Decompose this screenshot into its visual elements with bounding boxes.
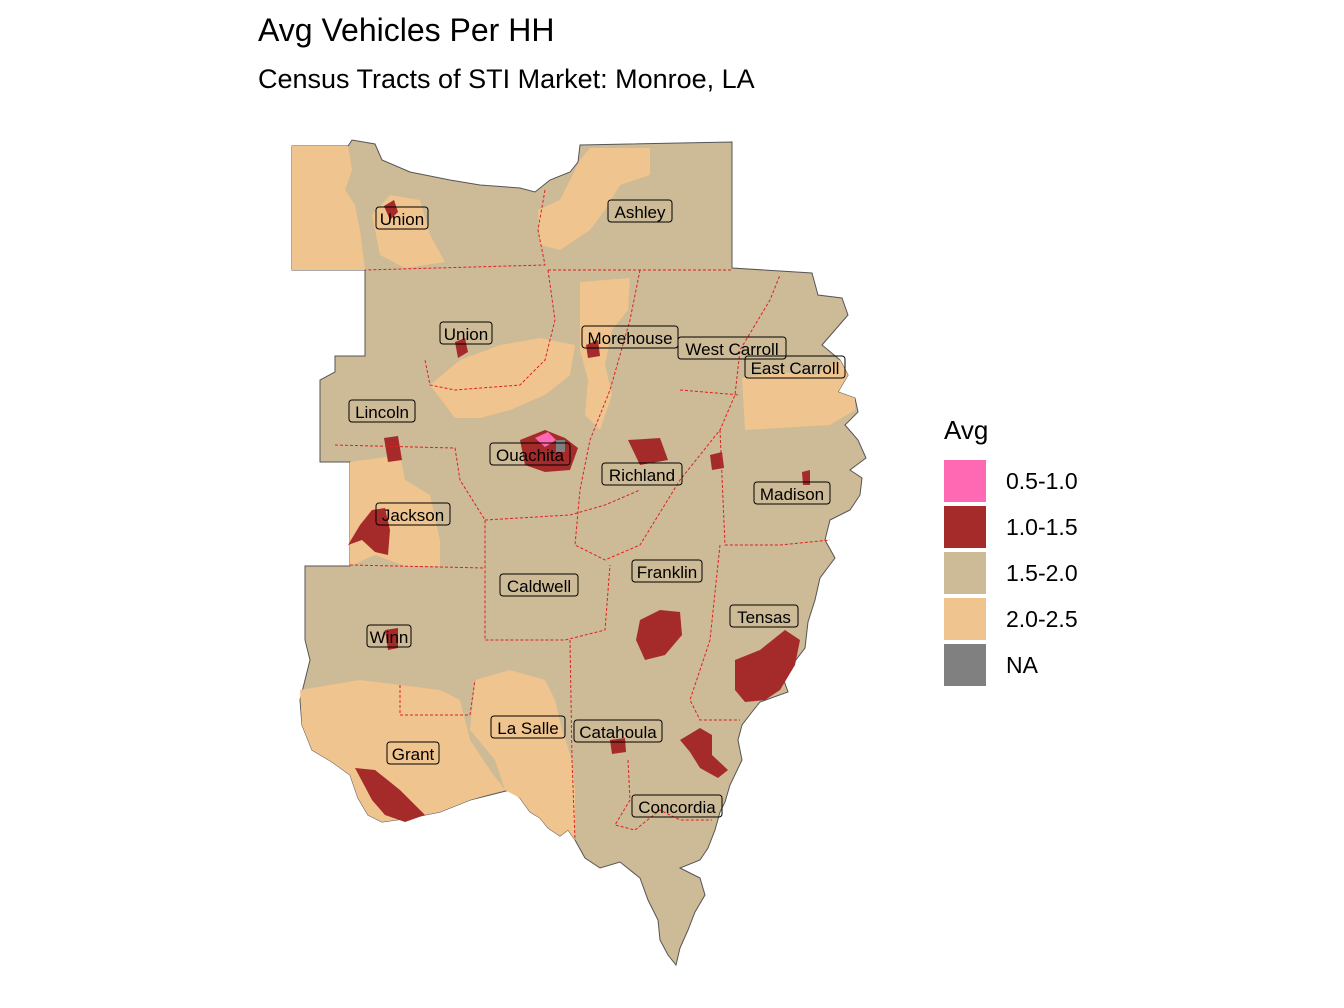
county-boundaries	[334, 189, 831, 841]
legend-swatch	[944, 460, 986, 502]
svg-text:Union: Union	[444, 325, 488, 344]
county-label-richland: Richland	[601, 462, 683, 486]
county-labels: Union Ashley Union Morehouse West Carrol…	[348, 199, 846, 818]
svg-text:Lincoln: Lincoln	[355, 403, 409, 422]
legend-label: 0.5-1.0	[1006, 467, 1078, 494]
county-label-caldwell: Caldwell	[499, 573, 579, 597]
legend-item: 1.0-1.5	[944, 504, 1078, 550]
legend-label: 1.0-1.5	[1006, 513, 1078, 540]
legend-item: NA	[944, 642, 1078, 688]
legend-item: 1.5-2.0	[944, 550, 1078, 596]
svg-text:Ouachita: Ouachita	[496, 446, 565, 465]
class-1-0-1-5-areas	[348, 200, 810, 822]
svg-text:Jackson: Jackson	[382, 506, 444, 525]
legend-swatch	[944, 644, 986, 686]
svg-text:East Carroll: East Carroll	[751, 359, 840, 378]
county-label-madison: Madison	[753, 481, 831, 505]
county-label-franklin: Franklin	[631, 559, 703, 583]
svg-text:Franklin: Franklin	[637, 563, 697, 582]
county-label-east-carroll: East Carroll	[744, 355, 846, 379]
county-label-concordia: Concordia	[631, 794, 723, 818]
legend-label: 2.0-2.5	[1006, 605, 1078, 632]
county-label-union: Union	[439, 321, 493, 345]
svg-text:Tensas: Tensas	[737, 608, 791, 627]
svg-text:Union: Union	[380, 210, 424, 229]
map-subtitle: Census Tracts of STI Market: Monroe, LA	[258, 64, 755, 94]
legend-item: 0.5-1.0	[944, 458, 1078, 504]
svg-text:Ashley: Ashley	[614, 203, 666, 222]
legend-swatch	[944, 552, 986, 594]
county-label-ouachita: Ouachita	[489, 442, 571, 466]
legend-item: 2.0-2.5	[944, 596, 1078, 642]
county-label-la-salle: La Salle	[490, 715, 566, 739]
county-label-winn: Winn	[366, 624, 412, 648]
legend: Avg 0.5-1.0 1.0-1.5 1.5-2.0 2.0-2.5 NA	[944, 415, 1078, 688]
class-2-0-2-5-areas	[292, 146, 855, 840]
legend-swatch	[944, 598, 986, 640]
legend-title: Avg	[944, 415, 989, 445]
county-label-morehouse: Morehouse	[581, 325, 679, 349]
svg-text:Grant: Grant	[392, 745, 435, 764]
map-title: Avg Vehicles Per HH	[258, 12, 555, 48]
svg-text:La Salle: La Salle	[497, 719, 558, 738]
legend-swatch	[944, 506, 986, 548]
svg-text:Morehouse: Morehouse	[587, 329, 672, 348]
svg-text:Catahoula: Catahoula	[579, 723, 657, 742]
county-label-lincoln: Lincoln	[348, 399, 416, 423]
county-label-jackson: Jackson	[375, 502, 451, 526]
svg-text:Caldwell: Caldwell	[507, 577, 571, 596]
svg-text:West Carroll: West Carroll	[685, 340, 778, 359]
legend-label: NA	[1006, 651, 1038, 678]
county-label-west-carroll: West Carroll	[677, 336, 787, 360]
legend-label: 1.5-2.0	[1006, 559, 1078, 586]
svg-text:Concordia: Concordia	[638, 798, 716, 817]
county-label-grant: Grant	[386, 741, 440, 765]
county-label-union-north: Union	[375, 206, 429, 230]
svg-text:Winn: Winn	[370, 628, 409, 647]
svg-text:Richland: Richland	[609, 466, 675, 485]
county-label-ashley: Ashley	[607, 199, 673, 223]
county-label-catahoula: Catahoula	[573, 719, 663, 743]
county-label-tensas: Tensas	[729, 604, 799, 628]
svg-text:Madison: Madison	[760, 485, 824, 504]
